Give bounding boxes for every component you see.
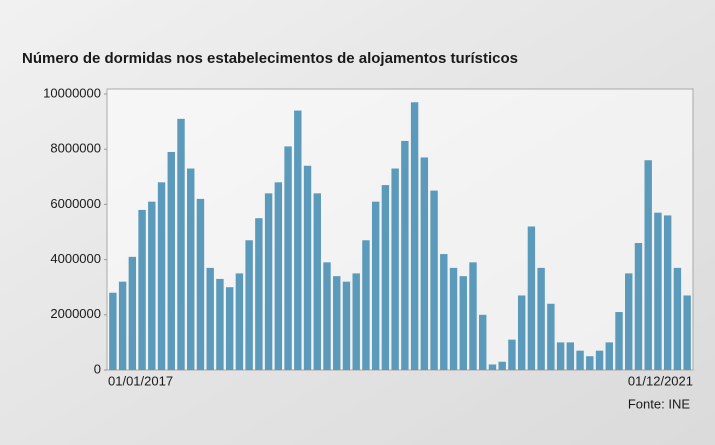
bar <box>663 215 672 370</box>
y-tick-label: 10000000 <box>43 85 101 100</box>
bar <box>303 165 312 370</box>
x-tick-label: 01/12/2021 <box>628 373 693 388</box>
y-tick-label: 0 <box>94 361 101 376</box>
chart-title: Número de dormidas nos estabelecimentos … <box>22 50 518 67</box>
bar <box>235 273 244 370</box>
bar <box>381 185 390 370</box>
bar <box>479 314 487 370</box>
bar <box>177 118 185 370</box>
bar <box>352 273 360 370</box>
bar <box>342 281 351 370</box>
bar <box>508 339 516 370</box>
bar <box>440 254 448 370</box>
bar <box>128 256 137 370</box>
y-tick-label: 4000000 <box>50 251 101 266</box>
bar <box>362 240 370 370</box>
bar <box>167 151 175 370</box>
bar <box>605 342 613 370</box>
bar <box>245 240 253 370</box>
y-tick-label: 8000000 <box>50 141 101 156</box>
y-tick-label: 6000000 <box>50 196 101 211</box>
bar <box>654 212 662 370</box>
bar <box>673 267 682 370</box>
bar <box>255 218 263 370</box>
bar <box>216 278 224 370</box>
source: Fonte: INE <box>628 396 690 411</box>
bar <box>196 198 205 370</box>
bar <box>625 273 633 370</box>
bar <box>459 276 467 370</box>
bar <box>634 243 643 370</box>
bar <box>401 140 409 370</box>
bar <box>333 276 341 370</box>
bar <box>157 182 166 370</box>
bar <box>274 182 283 370</box>
bar <box>517 295 526 370</box>
bar <box>225 287 234 370</box>
bar <box>294 110 302 370</box>
bar <box>138 209 146 370</box>
bar <box>566 342 575 370</box>
bar <box>527 226 536 370</box>
bar <box>148 201 156 370</box>
bar <box>284 146 292 370</box>
bar <box>323 262 331 370</box>
bar <box>118 281 127 370</box>
bar <box>264 193 273 370</box>
x-tick-label: 01/01/2017 <box>108 373 173 388</box>
bar <box>313 193 321 370</box>
bar <box>430 190 438 370</box>
bar <box>683 295 691 370</box>
bar <box>615 312 623 370</box>
bar <box>644 160 652 370</box>
bar <box>547 303 555 370</box>
y-tick-label: 2000000 <box>50 306 101 321</box>
bar <box>187 168 195 370</box>
bar <box>371 201 380 370</box>
bar <box>586 356 594 370</box>
bar <box>498 361 506 370</box>
bar <box>109 292 117 370</box>
bar <box>391 168 399 370</box>
bar <box>595 350 604 370</box>
bar <box>410 102 419 370</box>
bar <box>469 262 477 370</box>
bar <box>206 267 214 370</box>
bar <box>537 267 545 370</box>
bar <box>556 342 565 370</box>
bar <box>420 157 429 370</box>
bar <box>449 267 458 370</box>
bar <box>488 364 497 370</box>
plot-area <box>106 88 694 371</box>
bar <box>576 350 584 370</box>
